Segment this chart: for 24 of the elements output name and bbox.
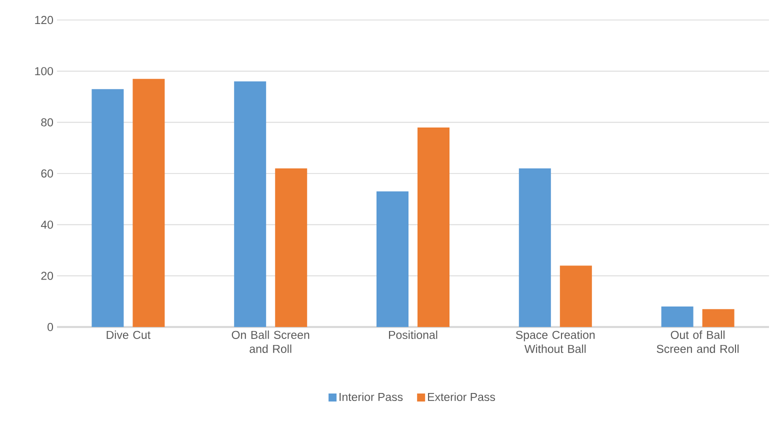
- bar: [560, 266, 592, 327]
- bar: [376, 191, 409, 327]
- bar: [702, 309, 734, 327]
- legend-label: Exterior Pass: [428, 392, 496, 402]
- y-tick-label: 100: [35, 67, 54, 76]
- y-tick-label: 20: [41, 272, 54, 280]
- x-tick-label: On Ball Screen and Roll: [232, 330, 310, 353]
- x-tick-label: Positional: [389, 330, 438, 339]
- y-tick-label: 80: [41, 118, 54, 126]
- y-tick-label: 0: [48, 322, 54, 332]
- bar: [518, 168, 551, 327]
- bar: [418, 127, 450, 327]
- bar: [234, 81, 266, 327]
- legend-label: Interior Pass: [340, 392, 403, 402]
- x-tick-label: Space Creation Without Ball: [516, 330, 595, 353]
- bar: [275, 168, 308, 327]
- y-tick-label: 40: [40, 220, 54, 229]
- bar: [661, 306, 694, 327]
- bar: [92, 89, 124, 327]
- x-tick-label: Out of Ball Screen and Roll: [656, 330, 739, 353]
- y-tick-label: 60: [41, 169, 54, 178]
- x-tick-label: Dive Cut: [106, 330, 150, 339]
- bar: [132, 78, 165, 327]
- y-tick-label: 120: [35, 16, 54, 24]
